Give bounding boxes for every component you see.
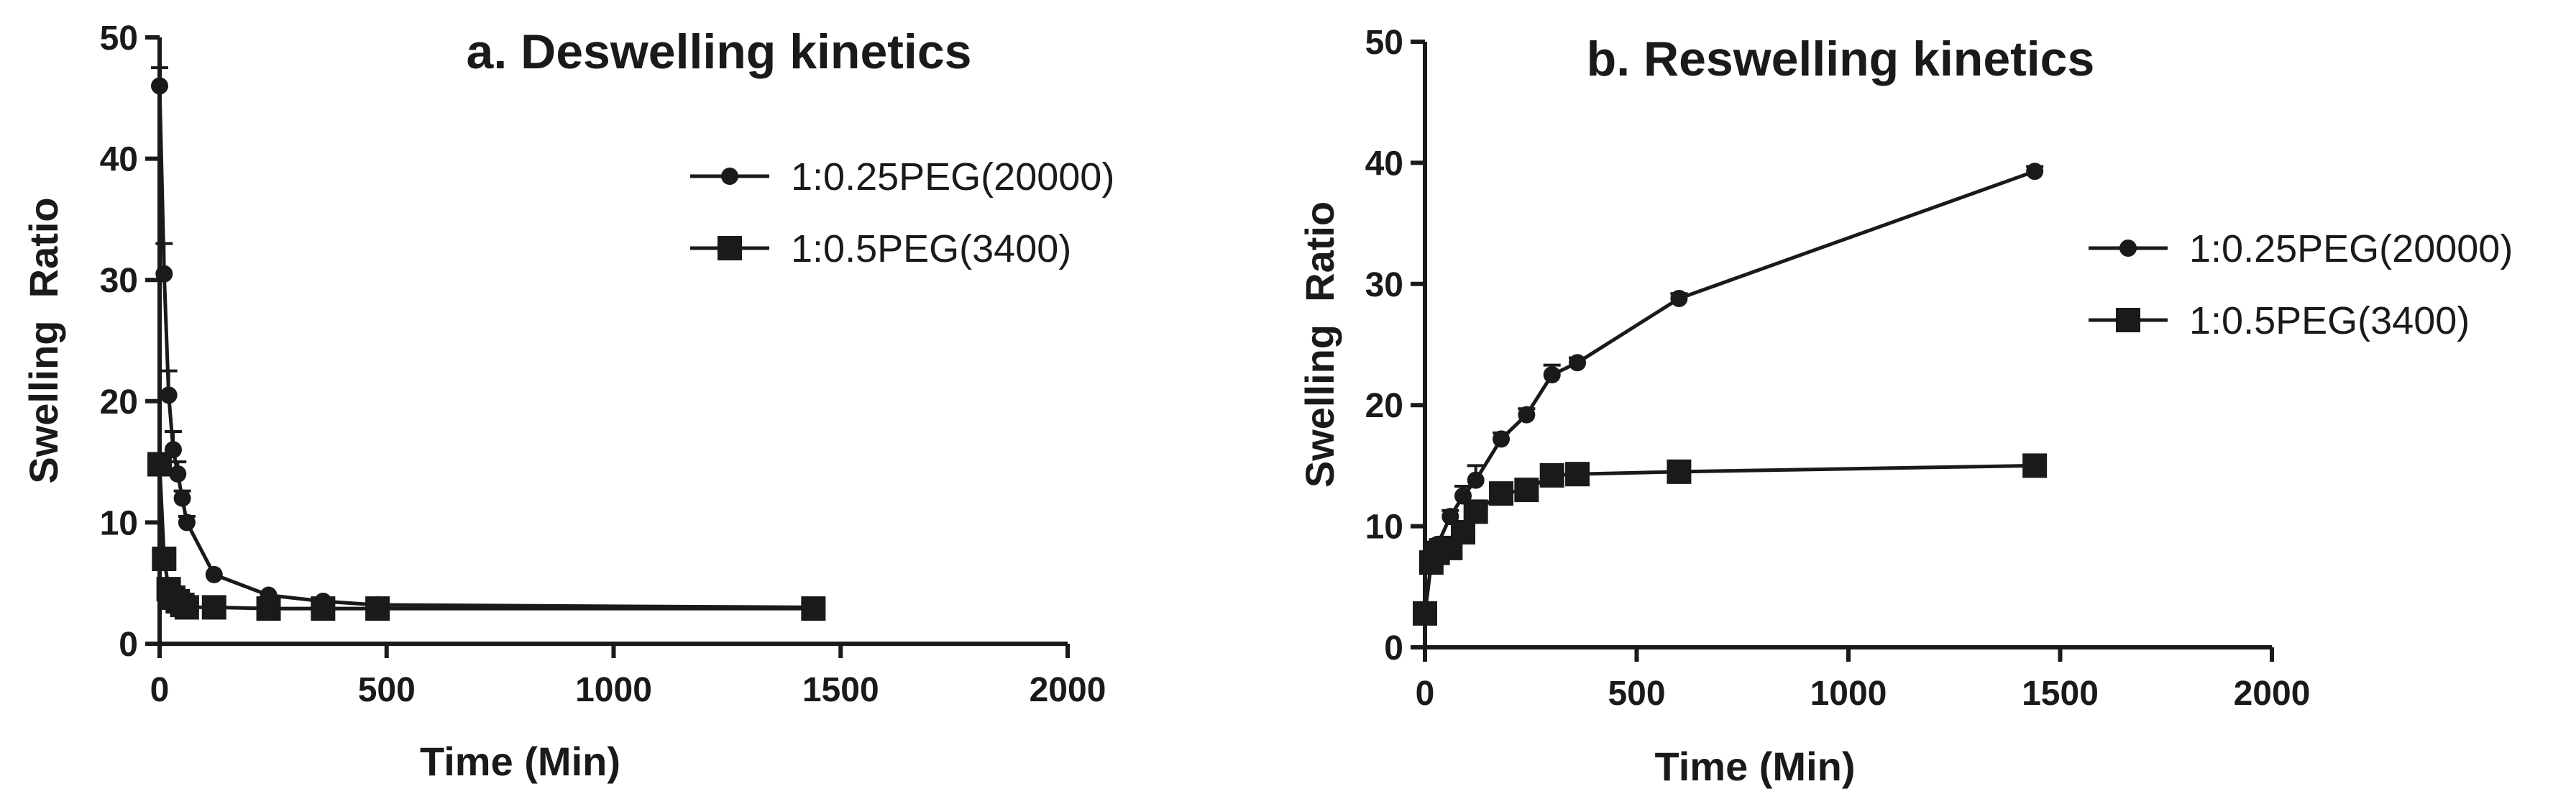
data-point (155, 265, 173, 283)
data-point (174, 595, 199, 620)
data-point (151, 77, 168, 95)
y-axis-label: Swelling Ratio (21, 197, 66, 483)
x-tick-label: 500 (1608, 675, 1665, 713)
y-tick-label: 40 (1365, 145, 1403, 183)
series-peg3400 (147, 452, 826, 621)
y-tick-label: 0 (119, 626, 138, 664)
x-axis-label: Time (Min) (1655, 744, 1856, 789)
data-point (201, 595, 226, 620)
legend-marker (721, 168, 738, 185)
data-point (801, 596, 826, 621)
data-point (1539, 462, 1564, 488)
legend-marker (718, 236, 742, 260)
data-point (1413, 601, 1437, 626)
data-point (1543, 366, 1561, 384)
legend-entry: 1:0.5PEG(3400) (2089, 299, 2470, 342)
legend-entry: 1:0.25PEG(20000) (2089, 227, 2513, 270)
series-peg20000 (151, 66, 822, 616)
legend-marker (2116, 308, 2140, 332)
x-tick-label: 2000 (2234, 675, 2311, 713)
x-tick-label: 1000 (1810, 675, 1887, 713)
y-tick-label: 20 (100, 383, 138, 421)
legend-label: 1:0.25PEG(20000) (2189, 227, 2513, 270)
chart-title: b. Reswelling kinetics (1587, 32, 2095, 86)
data-point (1463, 499, 1488, 524)
x-tick-label: 1000 (575, 671, 652, 709)
data-point (2026, 163, 2044, 181)
data-point (1467, 471, 1485, 489)
series-peg20000 (1416, 163, 2044, 620)
y-tick-label: 50 (100, 19, 138, 58)
series-line (1423, 169, 2036, 611)
data-point (1489, 481, 1514, 506)
series-line (157, 86, 814, 609)
legend-entry: 1:0.5PEG(3400) (690, 227, 1071, 270)
data-point (1670, 290, 1688, 308)
x-tick-label: 0 (150, 671, 170, 709)
y-tick-label: 0 (1384, 629, 1403, 667)
y-tick-label: 40 (100, 141, 138, 179)
data-point (2022, 453, 2048, 478)
data-point (311, 596, 336, 621)
legend-entry: 1:0.25PEG(20000) (690, 155, 1114, 199)
data-point (1565, 462, 1590, 487)
data-point (173, 489, 191, 507)
data-point (169, 465, 187, 483)
y-axis-label: Swelling Ratio (1297, 201, 1342, 488)
y-tick-label: 50 (1365, 24, 1403, 62)
x-tick-label: 1500 (2022, 675, 2099, 713)
legend-label: 1:0.5PEG(3400) (791, 227, 1071, 270)
data-point (1451, 520, 1476, 545)
data-point (147, 452, 172, 477)
data-point (1493, 430, 1511, 448)
series-peg3400 (1413, 453, 2048, 626)
series-line (157, 464, 814, 611)
data-point (205, 565, 223, 583)
x-tick-label: 0 (1416, 675, 1435, 713)
x-tick-label: 2000 (1030, 671, 1106, 709)
data-point (1569, 354, 1587, 372)
data-point (1514, 478, 1539, 503)
x-axis-label: Time (Min) (420, 739, 620, 784)
data-point (160, 386, 178, 404)
legend-label: 1:0.25PEG(20000) (791, 155, 1114, 199)
data-point (256, 596, 281, 621)
data-point (1667, 459, 1692, 484)
y-tick-label: 10 (100, 504, 138, 542)
y-tick-label: 10 (1365, 509, 1403, 547)
data-point (178, 514, 196, 532)
legend-marker (2119, 240, 2137, 257)
x-tick-label: 500 (358, 671, 416, 709)
chart-title: a. Deswelling kinetics (467, 24, 972, 79)
legend-label: 1:0.5PEG(3400) (2189, 299, 2470, 342)
y-tick-label: 30 (100, 262, 138, 300)
data-point (152, 546, 177, 571)
data-point (1518, 406, 1536, 424)
y-tick-label: 20 (1365, 387, 1403, 425)
y-tick-label: 30 (1365, 266, 1403, 304)
data-point (365, 596, 390, 621)
x-tick-label: 1500 (802, 671, 879, 709)
